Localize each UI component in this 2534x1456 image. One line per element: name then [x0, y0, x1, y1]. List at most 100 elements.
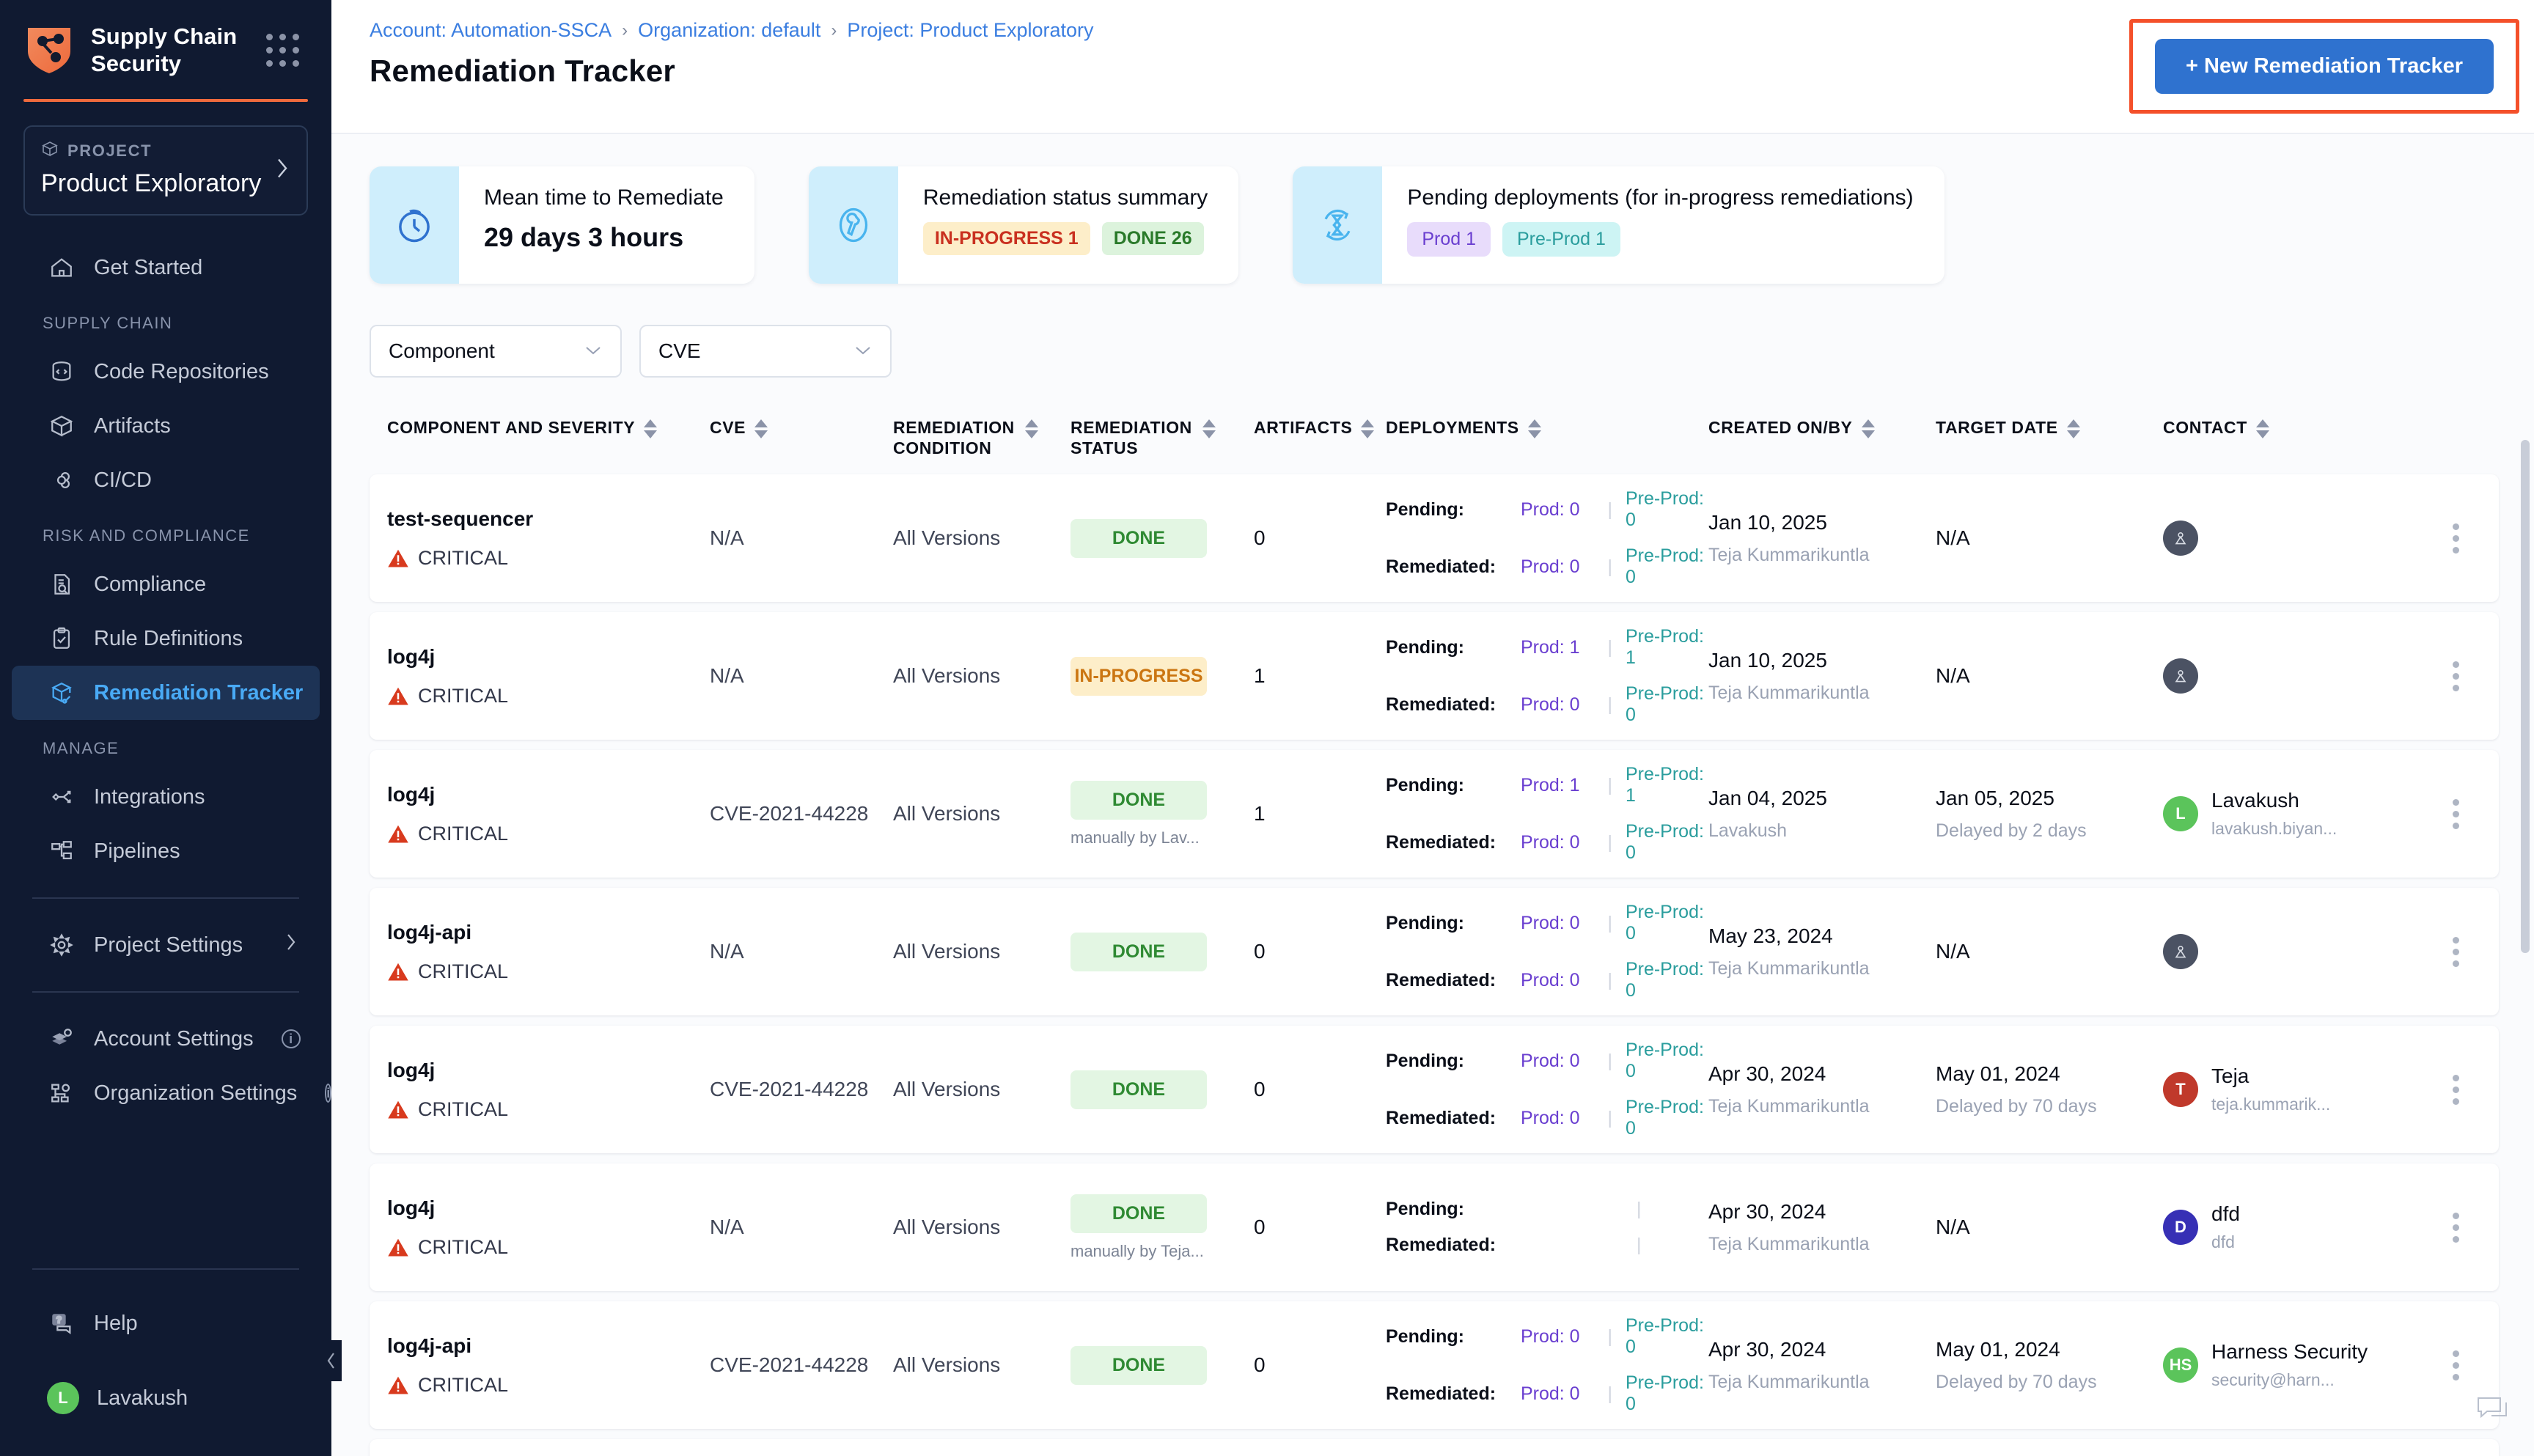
cell-cve: N/A	[710, 1216, 744, 1239]
vertical-scrollbar[interactable]	[2521, 440, 2530, 953]
sort-icon[interactable]	[1361, 417, 1375, 438]
cell-actions[interactable]	[2430, 523, 2481, 554]
sidebar-item-pipelines[interactable]: Pipelines	[12, 824, 320, 878]
column-header-created-on-by[interactable]: CREATED ON/BY	[1708, 417, 1936, 438]
status-subtext: manually by Teja...	[1070, 1241, 1204, 1260]
apps-grid-icon[interactable]	[266, 34, 302, 67]
column-header-cve[interactable]: CVE	[710, 417, 893, 438]
cell-actions[interactable]	[2430, 936, 2481, 967]
table-row[interactable]: log4j-api CRITICAL N/A All Versions DONE 0 Pen…	[370, 888, 2499, 1016]
sidebar-item-organization-settings[interactable]: Organization Settings i	[12, 1066, 332, 1120]
divider: |	[1607, 912, 1612, 933]
sidebar-item-account-settings[interactable]: Account Settings i	[12, 1012, 320, 1066]
cell-actions[interactable]	[2430, 1212, 2481, 1243]
column-header-deployments[interactable]: DEPLOYMENTS	[1386, 417, 1708, 438]
table-row[interactable]: log4j CRITICAL CVE-2021-44228 All Versions D…	[370, 1026, 2499, 1154]
sidebar-divider	[32, 897, 299, 900]
row-menu-icon[interactable]	[2430, 1350, 2481, 1380]
pipelines-icon	[47, 837, 76, 866]
filter-component-select[interactable]: Component	[370, 325, 622, 378]
sort-icon[interactable]	[754, 417, 768, 438]
cell-actions[interactable]	[2430, 1074, 2481, 1105]
sort-icon[interactable]	[1025, 417, 1038, 438]
table-row[interactable]: test-sequencer CRITICAL N/A All Versions DON…	[370, 474, 2499, 603]
row-menu-icon[interactable]	[2430, 936, 2481, 967]
row-menu-icon[interactable]	[2430, 798, 2481, 829]
table-row[interactable]: log4j CRITICAL N/A All Versions DONE manually…	[370, 1163, 2499, 1292]
contact[interactable]	[2163, 521, 2405, 556]
sidebar-item-remediation-tracker[interactable]: Remediation Tracker	[12, 666, 320, 721]
sidebar-item-code-repositories[interactable]: Code Repositories	[12, 345, 320, 399]
severity: CRITICAL	[387, 960, 710, 983]
sidebar-user[interactable]: L Lavakush	[12, 1369, 320, 1427]
deployments-pending: Pending: Prod: 0 | Pre-Prod: 0	[1386, 1040, 1708, 1082]
row-menu-icon[interactable]	[2430, 1074, 2481, 1105]
column-header-target-date[interactable]: TARGET DATE	[1936, 417, 2163, 438]
collapse-left-icon[interactable]	[321, 1340, 342, 1381]
sidebar-item-get-started[interactable]: Get Started	[12, 240, 320, 295]
project-selector[interactable]: PROJECT Product Exploratory	[23, 125, 308, 216]
row-menu-icon[interactable]	[2430, 523, 2481, 554]
cell-created-on-by: Apr 30, 2024 Teja Kummarikuntla	[1708, 1062, 1936, 1117]
contact[interactable]: T Teja teja.kummarik...	[2163, 1065, 2405, 1114]
feedback-icon[interactable]	[2475, 1394, 2509, 1428]
sidebar-item-label: Integrations	[94, 784, 205, 809]
divider: |	[1607, 774, 1612, 795]
contact[interactable]: L Lavakush lavakush.biyan...	[2163, 789, 2405, 838]
remediated-prod: Prod: 0	[1520, 969, 1580, 990]
clipboard-check-icon	[47, 624, 76, 653]
info-icon[interactable]: i	[281, 1029, 301, 1049]
column-header-remediation-condition[interactable]: REMEDIATION CONDITION	[893, 417, 1070, 458]
contact[interactable]: HS Harness Security security@harn...	[2163, 1340, 2405, 1389]
pending-prod: Prod: 0	[1520, 912, 1580, 933]
info-icon[interactable]: i	[325, 1084, 332, 1103]
new-remediation-tracker-button[interactable]: + New Remediation Tracker	[2155, 39, 2494, 94]
topbar-right: + New Remediation Tracker	[2129, 19, 2534, 114]
cell-artifacts: 0	[1254, 1353, 1266, 1377]
code-repo-icon	[47, 357, 76, 386]
row-menu-icon[interactable]	[2430, 1212, 2481, 1243]
cell-actions[interactable]	[2430, 798, 2481, 829]
contact-name: Harness Security	[2211, 1340, 2368, 1364]
target-date: May 01, 2024	[1936, 1062, 2060, 1085]
breadcrumb-organization[interactable]: Organization: default	[638, 19, 821, 41]
brand-header[interactable]: Supply Chain Security	[0, 0, 331, 99]
sidebar-item-rule-definitions[interactable]: Rule Definitions	[12, 611, 320, 666]
sidebar-item-integrations[interactable]: Integrations	[12, 770, 320, 824]
sort-icon[interactable]	[1861, 417, 1875, 438]
sidebar-item-artifacts[interactable]: Artifacts	[12, 399, 320, 453]
table-row[interactable]: log4j CRITICAL CVE-2021-44228 All Versions D…	[370, 750, 2499, 878]
created-by: Teja Kummarikuntla	[1708, 544, 1870, 565]
sort-icon[interactable]	[2255, 417, 2269, 438]
column-header-contact[interactable]: CONTACT	[2163, 417, 2405, 438]
table-row[interactable]: log4j-api CRITICAL CVE-2021-44228 All Versi…	[370, 1301, 2499, 1430]
breadcrumb-project[interactable]: Project: Product Exploratory	[847, 19, 1094, 41]
table-row[interactable]: log4j CRITICAL N/A All Versions IN-PROGRESS 1…	[370, 612, 2499, 740]
sidebar-item-compliance[interactable]: Compliance	[12, 557, 320, 611]
avatar-placeholder	[2163, 658, 2198, 694]
target-date-subtext: Delayed by 70 days	[1936, 1095, 2097, 1117]
sidebar-item-label: Artifacts	[94, 413, 171, 438]
column-header-artifacts[interactable]: ARTIFACTS	[1254, 417, 1386, 438]
sort-icon[interactable]	[1202, 417, 1216, 438]
sort-icon[interactable]	[644, 417, 658, 438]
contact[interactable]	[2163, 934, 2405, 970]
sort-icon[interactable]	[1527, 417, 1541, 438]
remediated-pre-prod: Pre-Prod: 0	[1625, 1372, 1704, 1415]
breadcrumb-account[interactable]: Account: Automation-SSCA	[370, 19, 612, 41]
sidebar-item-help[interactable]: ? Help	[12, 1296, 320, 1350]
row-menu-icon[interactable]	[2430, 661, 2481, 691]
contact[interactable]	[2163, 658, 2405, 694]
column-header-component-and-severity[interactable]: COMPONENT AND SEVERITY	[387, 417, 710, 438]
sidebar: Supply Chain Security PROJECT Product Ex…	[0, 0, 342, 1456]
sidebar-item-ci-cd[interactable]: CI/CD	[12, 453, 320, 507]
cell-actions[interactable]	[2430, 1350, 2481, 1380]
component-name: log4j-api	[387, 920, 472, 944]
sidebar-item-project-settings[interactable]: Project Settings	[12, 918, 320, 972]
column-header-remediation-status[interactable]: REMEDIATION STATUS	[1070, 417, 1254, 458]
sort-icon[interactable]	[2066, 417, 2080, 438]
table-row[interactable]: xz-libsPending:Prod: 0|Pre-Prod: 0Remedi…	[370, 1439, 2499, 1456]
filter-cve-select[interactable]: CVE	[639, 325, 892, 378]
cell-actions[interactable]	[2430, 661, 2481, 691]
